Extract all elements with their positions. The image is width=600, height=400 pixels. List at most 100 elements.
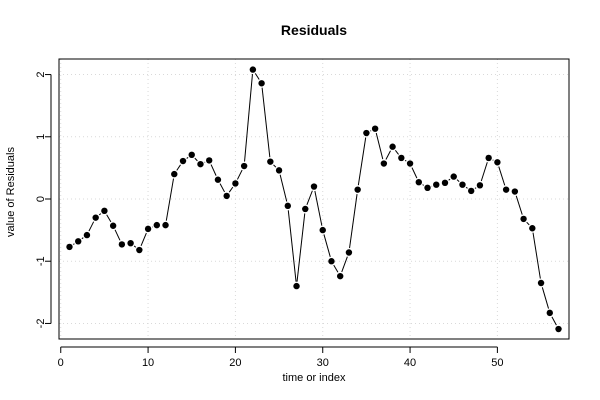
grid-lines: [59, 59, 569, 339]
y-tick-label: 1: [35, 134, 47, 140]
data-point: [249, 66, 257, 73]
series-line-segment: [210, 164, 217, 176]
series-line-segment: [526, 221, 530, 226]
data-point: [520, 215, 527, 223]
data-point: [101, 207, 108, 215]
data-point: [371, 125, 379, 132]
data-point: [109, 222, 117, 229]
series-line-segment: [306, 190, 313, 205]
x-tick-label: 50: [491, 357, 503, 369]
series-line-segment: [165, 178, 175, 221]
series-line-segment: [341, 256, 348, 273]
series-line-segment: [244, 74, 253, 162]
series-line-segment: [72, 243, 75, 245]
series-line-segment: [498, 166, 506, 186]
data-point: [345, 249, 353, 256]
series-line-segment: [551, 316, 557, 326]
data-point: [476, 182, 484, 189]
x-tick-label: 10: [142, 357, 154, 369]
x-tick-label: 30: [317, 357, 329, 369]
data-point: [467, 187, 475, 195]
data-point: [206, 157, 213, 164]
x-axis-label: time or index: [283, 372, 346, 384]
series-line-segment: [515, 195, 523, 215]
series-layer: [66, 66, 562, 333]
series-line-segment: [254, 73, 260, 80]
series-line-segment: [296, 213, 306, 282]
series-line-segment: [404, 159, 407, 162]
data-point: [223, 192, 230, 200]
y-tick-label: 0: [35, 196, 47, 202]
series-line-segment: [480, 162, 488, 182]
data-point: [267, 158, 274, 165]
data-point: [171, 170, 178, 178]
series-line-segment: [314, 190, 323, 226]
series-line-segment: [236, 169, 243, 180]
data-point: [75, 238, 82, 245]
data-point: [406, 160, 414, 167]
x-tick-label: 20: [229, 357, 241, 369]
data-point: [66, 243, 73, 251]
data-point: [144, 225, 152, 233]
data-point: [197, 160, 204, 168]
series-line-segment: [422, 184, 425, 186]
series-line-segment: [273, 164, 277, 168]
y-tick-label: -1: [35, 256, 47, 266]
series-line-segment: [448, 178, 451, 181]
data-point: [546, 309, 553, 317]
series-line-segment: [394, 149, 399, 155]
data-point: [188, 151, 195, 159]
data-point: [232, 180, 239, 187]
data-point: [363, 129, 370, 137]
data-point: [179, 157, 187, 165]
series-line-segment: [323, 234, 331, 258]
series-line-segment: [194, 157, 198, 162]
axes: 0 10 20 30 40 50 -2 -1 0 1 2: [35, 71, 504, 369]
data-point: [398, 154, 405, 162]
data-point: [529, 225, 536, 232]
data-point: [92, 214, 99, 221]
plot-frame: [58, 58, 570, 340]
data-point: [302, 205, 309, 213]
data-point: [502, 186, 510, 193]
data-point: [494, 159, 501, 166]
data-point: [511, 188, 519, 195]
series-line-segment: [375, 132, 384, 160]
series-line-segment: [411, 167, 418, 179]
series-line-segment: [176, 164, 181, 171]
data-point: [328, 258, 335, 265]
data-point: [240, 162, 248, 170]
series-line-segment: [333, 264, 339, 273]
data-point: [415, 179, 422, 186]
x-tick-label: 40: [404, 357, 416, 369]
chart-title: Residuals: [281, 22, 347, 38]
data-point: [336, 272, 344, 280]
data-point: [424, 184, 431, 191]
data-point: [127, 239, 134, 247]
series-line-segment: [279, 174, 288, 202]
data-point: [275, 167, 283, 174]
series-line-segment: [106, 214, 112, 223]
series-line-segment: [88, 221, 95, 232]
series-line-segment: [261, 87, 271, 158]
data-point: [284, 202, 292, 210]
data-point: [258, 80, 265, 87]
series-line-segment: [456, 179, 460, 182]
series-line-segment: [98, 213, 102, 216]
y-tick-label: -2: [35, 319, 47, 329]
data-point: [555, 325, 562, 333]
data-point: [319, 226, 326, 234]
series-line-segment: [81, 237, 84, 240]
series-line-segment: [541, 287, 550, 309]
data-point: [214, 176, 222, 183]
series-line-segment: [287, 210, 297, 282]
y-axis-label: value of Residuals: [5, 147, 17, 237]
data-point: [450, 173, 457, 180]
series-line-segment: [385, 150, 391, 160]
series-line-segment: [140, 232, 147, 247]
series-line-segment: [186, 157, 189, 159]
series-line-segment: [228, 186, 234, 193]
data-point: [459, 181, 466, 188]
data-point: [537, 279, 545, 287]
